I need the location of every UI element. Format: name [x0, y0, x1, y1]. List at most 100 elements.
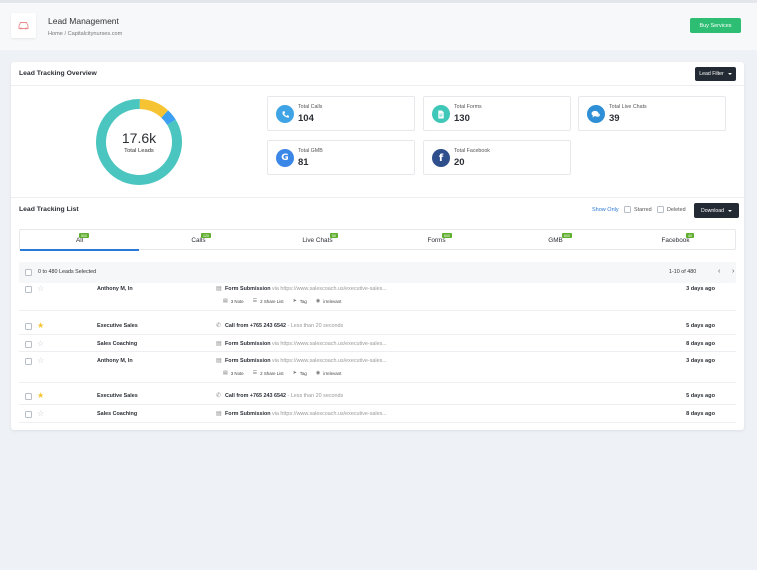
tab-label: Facebook — [661, 236, 690, 244]
starred-filter[interactable]: Starred — [624, 206, 652, 213]
stat-total-live-chats[interactable]: Total Live Chats 39 — [578, 96, 726, 131]
table-row[interactable]: ☆ Anthony M, In ▤ Form Submission via https… — [19, 280, 736, 311]
tab-label: All — [75, 236, 84, 244]
row-checkbox[interactable] — [25, 358, 32, 365]
buy-services-button[interactable]: Buy Services — [690, 18, 741, 33]
tab-live-chats[interactable]: Live Chats 50 — [258, 230, 377, 250]
logo — [11, 13, 36, 38]
lead-name[interactable]: Sales Coaching — [97, 411, 138, 417]
stat-total-forms[interactable]: Total Forms 130 — [423, 96, 571, 131]
total-leads-donut: 17.6k Total Leads — [94, 97, 184, 187]
lead-actions: ▤ 3 Note ☰ 2 Share List ➤ Tag ◉ irrelevant — [223, 370, 341, 376]
row-checkbox[interactable] — [25, 286, 32, 293]
lead-type: Form Submission — [225, 411, 271, 417]
lead-type: Call from +765 243 6542 — [225, 393, 286, 399]
stat-total-calls[interactable]: Total Calls 104 — [267, 96, 415, 131]
tab-forms[interactable]: Forms 600 — [377, 230, 496, 250]
deleted-checkbox[interactable] — [657, 206, 664, 213]
lead-filter-button[interactable]: Lead Filter — [695, 67, 736, 81]
stat-label: Total Calls — [298, 104, 323, 110]
table-row[interactable]: ★ Executive Sales ✆ Call from +765 243 6542… — [19, 317, 736, 335]
table-row[interactable]: ☆ Sales Coaching ▤ Form Submission via http… — [19, 335, 736, 352]
lead-name[interactable]: Anthony M, In — [97, 358, 133, 364]
tab-all[interactable]: All 500 — [20, 230, 139, 251]
lead-detail: via https://www.salescoach.us/executive-… — [272, 411, 387, 417]
lead-action[interactable]: ☰ 2 Share List — [253, 370, 284, 376]
lead-action[interactable]: ➤ Tag — [293, 370, 307, 376]
table-row[interactable]: ☆ Anthony M, In ▤ Form Submission via https… — [19, 352, 736, 383]
tab-badge: 600 — [562, 233, 572, 238]
deleted-label: Deleted — [667, 206, 686, 213]
row-checkbox[interactable] — [25, 341, 32, 348]
lead-age: 5 days ago — [686, 323, 715, 329]
stat-label: Total Live Chats — [609, 104, 647, 110]
download-button[interactable]: Download — [694, 203, 739, 218]
tab-label: GMB — [548, 236, 563, 244]
row-checkbox[interactable] — [25, 411, 32, 418]
lead-action[interactable]: ➤ Tag — [293, 298, 307, 304]
tab-gmb[interactable]: GMB 600 — [496, 230, 615, 250]
action-label: irrelevant — [323, 370, 342, 376]
star-icon[interactable]: ★ — [37, 321, 45, 330]
donut-segment-teal — [96, 99, 182, 185]
tab-badge: 50 — [330, 233, 338, 238]
action-label: Tag — [299, 298, 307, 304]
active-tab-indicator — [20, 249, 139, 251]
action-label: 2 Share List — [260, 370, 284, 376]
tab-label: Live Chats — [302, 236, 333, 244]
lead-age: 8 days ago — [686, 341, 715, 347]
star-icon[interactable]: ☆ — [37, 409, 45, 418]
list-title: Lead Tracking List — [19, 206, 79, 213]
breadcrumb[interactable]: Home / Capitalcitynurses.com — [48, 31, 123, 37]
table-row[interactable]: ★ Executive Sales ✆ Call from +765 243 6542… — [19, 387, 736, 405]
note-icon: ▤ — [223, 370, 228, 376]
document-icon: ▤ — [216, 286, 222, 292]
deleted-filter[interactable]: Deleted — [657, 206, 686, 213]
tag-icon: ➤ — [292, 370, 297, 376]
stat-total-gmb[interactable]: G Total GMB 81 — [267, 140, 415, 175]
starred-checkbox[interactable] — [624, 206, 631, 213]
lead-name[interactable]: Sales Coaching — [97, 341, 138, 347]
table-row[interactable]: ☆ Sales Coaching ▤ Form Submission via http… — [19, 405, 736, 423]
stat-value: 20 — [454, 157, 465, 168]
star-icon[interactable]: ☆ — [37, 339, 45, 348]
list-toolbar: 0 to 480 Leads Selected 1-10 of 480 ‹ › — [19, 262, 736, 283]
chevron-left-icon[interactable]: ‹ — [718, 268, 721, 275]
note-icon: ▤ — [223, 298, 228, 304]
stat-total-facebook[interactable]: f Total Facebook 20 — [423, 140, 571, 175]
chevron-right-icon[interactable]: › — [732, 268, 735, 275]
tab-calls[interactable]: Calls 120 — [139, 230, 258, 250]
overview-title: Lead Tracking Overview — [19, 70, 97, 77]
total-leads-value: 17.6k — [121, 130, 157, 146]
lead-action[interactable]: ▤ 3 Note — [223, 370, 244, 376]
lead-type: Form Submission — [225, 358, 271, 364]
page-title: Lead Management — [48, 16, 119, 26]
tab-facebook[interactable]: Facebook 40 — [615, 230, 736, 250]
stat-label: Total Facebook — [454, 148, 490, 154]
caret-down-icon — [727, 73, 732, 75]
stat-value: 130 — [454, 113, 470, 124]
stat-label: Total Forms — [454, 104, 482, 110]
star-icon[interactable]: ☆ — [37, 284, 45, 293]
lead-name[interactable]: Executive Sales — [97, 323, 138, 329]
row-checkbox[interactable] — [25, 323, 32, 330]
tab-label: Forms — [427, 236, 446, 244]
lead-action[interactable]: ▤ 3 Note — [223, 298, 244, 304]
lead-source: Form Submission via https://www.salescoa… — [225, 358, 387, 364]
lead-source: Form Submission via https://www.salescoa… — [225, 341, 387, 347]
action-label: Tag — [299, 370, 307, 376]
lead-action[interactable]: ◉ irrelevant — [316, 298, 341, 304]
lead-action[interactable]: ☰ 2 Share List — [253, 298, 284, 304]
star-icon[interactable]: ☆ — [37, 356, 45, 365]
row-checkbox[interactable] — [25, 393, 32, 400]
document-icon: ▤ — [216, 341, 222, 347]
lead-name[interactable]: Executive Sales — [97, 393, 138, 399]
show-only-link[interactable]: Show Only — [592, 207, 619, 213]
lead-source: Form Submission via https://www.salescoa… — [225, 286, 387, 292]
lead-action[interactable]: ◉ irrelevant — [316, 370, 341, 376]
lead-type: Form Submission — [225, 341, 271, 347]
lead-name[interactable]: Anthony M, In — [97, 286, 133, 292]
donut-segment-blue — [161, 110, 176, 126]
select-all-checkbox[interactable] — [25, 269, 32, 276]
star-icon[interactable]: ★ — [37, 391, 45, 400]
